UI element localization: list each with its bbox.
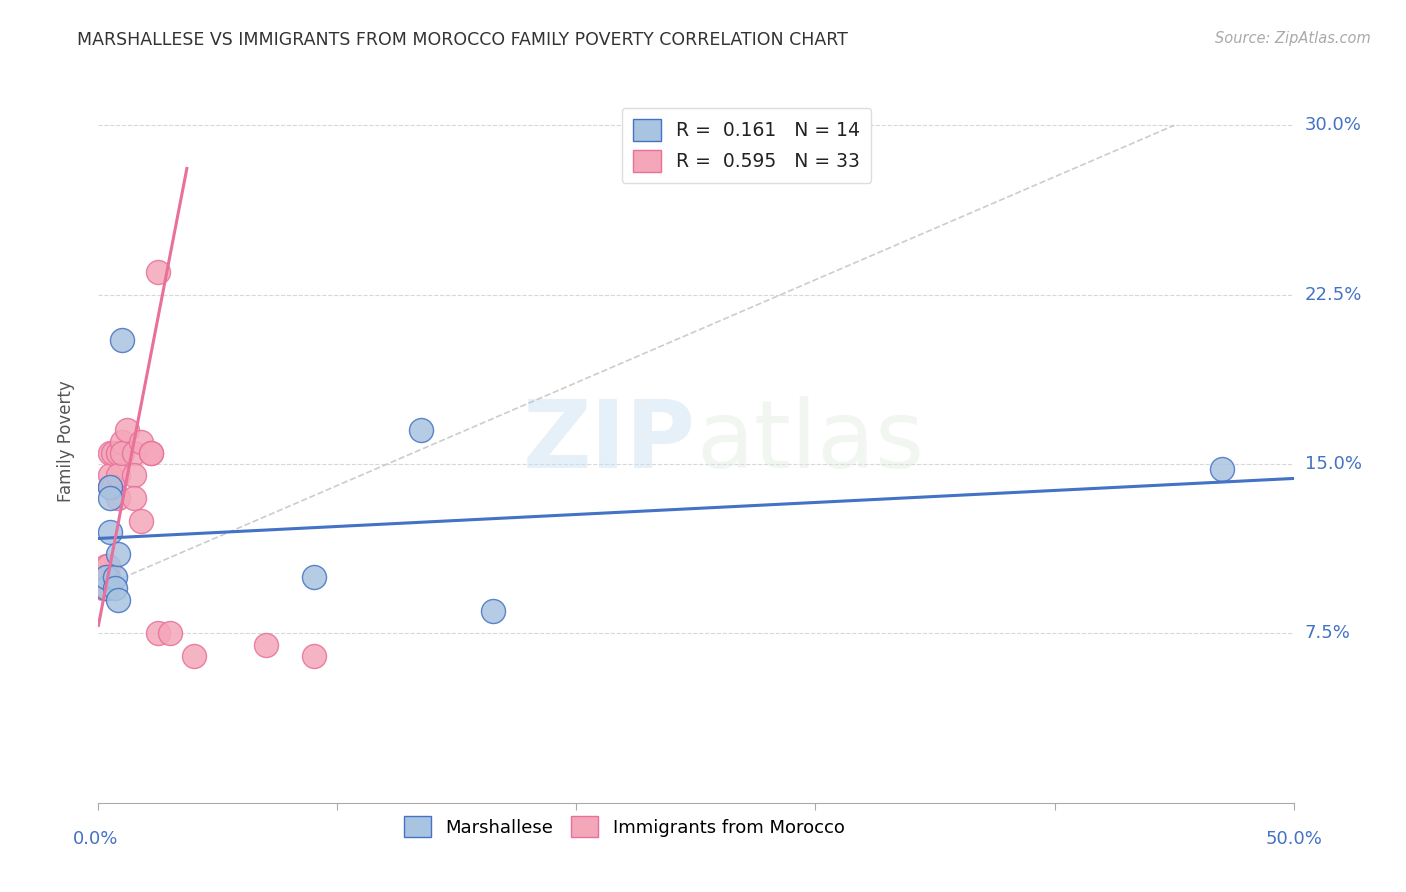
Point bbox=[1211, 461, 1233, 475]
Point bbox=[98, 446, 122, 460]
Point bbox=[94, 582, 117, 596]
Point bbox=[111, 434, 134, 449]
Point bbox=[124, 468, 146, 483]
Point bbox=[111, 333, 134, 347]
Text: ZIP: ZIP bbox=[523, 395, 696, 488]
Point bbox=[111, 446, 134, 460]
Point bbox=[98, 491, 122, 505]
Point bbox=[94, 582, 117, 596]
Point bbox=[101, 446, 124, 460]
Point bbox=[97, 582, 120, 596]
Point bbox=[107, 592, 129, 607]
Text: 0.0%: 0.0% bbox=[73, 830, 118, 848]
Text: 7.5%: 7.5% bbox=[1305, 624, 1351, 642]
Point bbox=[107, 491, 129, 505]
Text: Source: ZipAtlas.com: Source: ZipAtlas.com bbox=[1215, 31, 1371, 46]
Point bbox=[183, 648, 205, 663]
Point bbox=[148, 626, 170, 640]
Point bbox=[115, 423, 138, 437]
Point bbox=[107, 446, 129, 460]
Text: 50.0%: 50.0% bbox=[1265, 830, 1322, 848]
Point bbox=[131, 434, 153, 449]
Point bbox=[302, 648, 325, 663]
Point bbox=[94, 570, 117, 584]
Text: atlas: atlas bbox=[696, 395, 924, 488]
Y-axis label: Family Poverty: Family Poverty bbox=[56, 381, 75, 502]
Point bbox=[98, 480, 122, 494]
Point bbox=[94, 570, 117, 584]
Point bbox=[98, 524, 122, 539]
Point bbox=[124, 491, 146, 505]
Point bbox=[254, 638, 277, 652]
Point bbox=[107, 468, 129, 483]
Text: 30.0%: 30.0% bbox=[1305, 117, 1361, 135]
Point bbox=[131, 514, 153, 528]
Point bbox=[97, 558, 120, 573]
Point bbox=[411, 423, 433, 437]
Text: 15.0%: 15.0% bbox=[1305, 455, 1361, 473]
Point bbox=[302, 570, 325, 584]
Point bbox=[104, 570, 127, 584]
Point bbox=[104, 582, 127, 596]
Point bbox=[124, 446, 146, 460]
Point bbox=[94, 558, 117, 573]
Point bbox=[97, 570, 120, 584]
Point bbox=[91, 570, 114, 584]
Text: 22.5%: 22.5% bbox=[1305, 285, 1362, 304]
Point bbox=[91, 582, 114, 596]
Point bbox=[107, 548, 129, 562]
Point bbox=[101, 480, 124, 494]
Point bbox=[481, 604, 505, 618]
Point bbox=[98, 468, 122, 483]
Point bbox=[148, 265, 170, 279]
Point bbox=[159, 626, 181, 640]
Legend: Marshallese, Immigrants from Morocco: Marshallese, Immigrants from Morocco bbox=[396, 809, 852, 845]
Point bbox=[98, 480, 122, 494]
Point bbox=[139, 446, 162, 460]
Point bbox=[139, 446, 162, 460]
Text: MARSHALLESE VS IMMIGRANTS FROM MOROCCO FAMILY POVERTY CORRELATION CHART: MARSHALLESE VS IMMIGRANTS FROM MOROCCO F… bbox=[77, 31, 848, 49]
Point bbox=[91, 570, 114, 584]
